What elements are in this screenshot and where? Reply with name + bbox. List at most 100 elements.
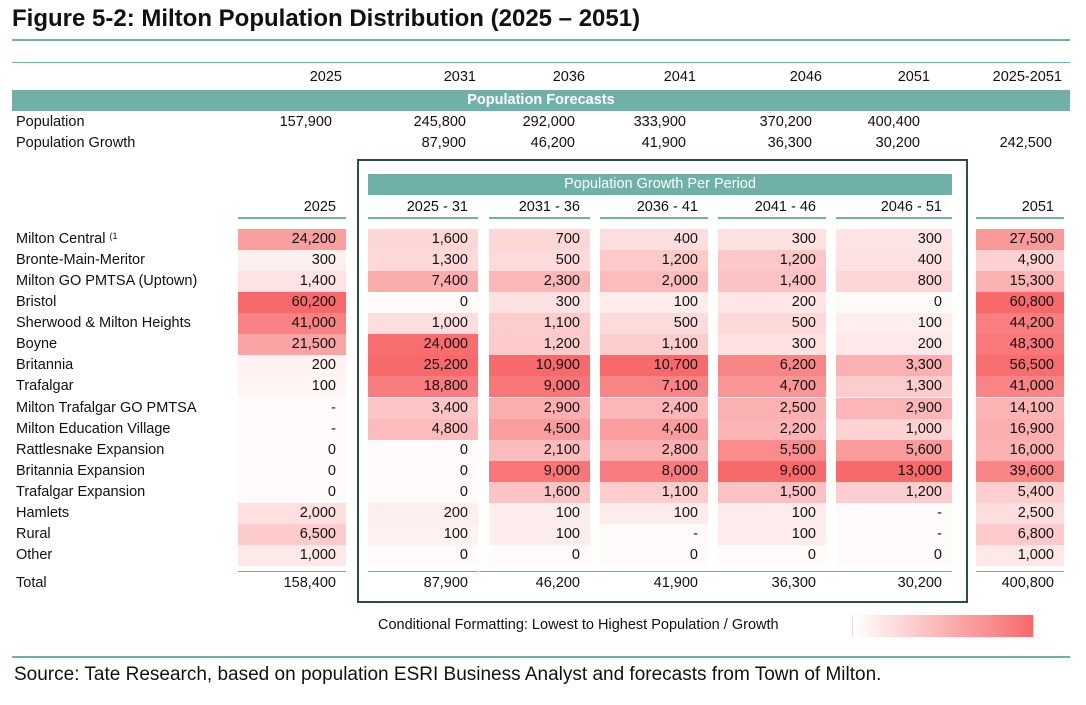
table-cell: 300 [718, 334, 826, 356]
table-cell: 1,300 [836, 376, 952, 398]
table-cell: 1,000 [238, 545, 346, 567]
table-cell: 100 [718, 502, 826, 524]
row-label: Britannia Expansion [16, 461, 145, 482]
table-cell: 9,000 [489, 376, 590, 398]
table-cell: 100 [238, 376, 346, 398]
table-cell: 4,400 [600, 418, 708, 440]
table-cell: 10,900 [489, 355, 590, 377]
row-label: Other [16, 545, 52, 566]
forecast-band: Population Forecasts [12, 90, 1070, 111]
row-label-text: Trafalgar Expansion [16, 483, 146, 500]
forecast-value: 245,800 [413, 114, 466, 130]
table-cell: 1,600 [368, 229, 478, 250]
table-cell: 5,400 [976, 481, 1064, 503]
forecast-value: 36,300 [767, 135, 812, 151]
table-cell: 2,800 [600, 439, 708, 461]
table-cell: 800 [836, 271, 952, 293]
table-cell: 41,000 [976, 376, 1064, 398]
source-note: Source: Tate Research, based on populati… [14, 664, 882, 685]
figure-title: Figure 5-2: Milton Population Distributi… [12, 5, 641, 32]
forecast-value: 30,200 [875, 135, 920, 151]
table-cell: - [238, 418, 346, 440]
table-cell: 18,800 [368, 376, 478, 398]
table-cell: 9,000 [489, 460, 590, 482]
table-cell: 2,100 [489, 439, 590, 461]
header-underline [368, 217, 478, 219]
forecast-value: 46,200 [530, 135, 575, 151]
table-cell: 41,000 [238, 313, 346, 335]
table-cell: 1,000 [976, 545, 1064, 567]
table-cell: 60,800 [976, 292, 1064, 314]
row-label-text: Rural [16, 525, 51, 542]
table-cell: 300 [718, 229, 826, 250]
table-cell: 2,200 [718, 418, 826, 440]
year-header: 2046 [789, 69, 822, 85]
table-cell: 0 [238, 481, 346, 503]
table-cell: 24,000 [368, 334, 478, 356]
table-cell: 200 [718, 292, 826, 314]
row-label: Trafalgar Expansion [16, 482, 145, 503]
table-cell: 0 [368, 292, 478, 314]
forecast-value: 370,200 [759, 114, 812, 130]
table-cell: 4,800 [368, 418, 478, 440]
table-cell: 2,900 [836, 397, 952, 419]
table-cell: 0 [368, 439, 478, 461]
forecast-value: 242,500 [999, 135, 1052, 151]
row-label-text: Bristol [16, 294, 57, 311]
table-cell: 1,400 [718, 271, 826, 293]
table-cell: 1,200 [600, 250, 708, 272]
forecast-row-label: Population Growth [16, 135, 136, 151]
table-cell: 100 [718, 523, 826, 545]
forecast-row-label: Population [16, 114, 85, 130]
table-cell: 500 [600, 313, 708, 335]
total-rule [368, 571, 478, 572]
table-cell: 1,000 [836, 418, 952, 440]
year-header: 2031 [443, 69, 476, 85]
table-cell: - [836, 502, 952, 524]
table-cell: 1,300 [368, 250, 478, 272]
table-cell: 400 [600, 229, 708, 250]
column-header: 2025 [303, 199, 336, 215]
source-rule [12, 656, 1070, 658]
total-rule [976, 571, 1064, 572]
table-cell: 100 [600, 502, 708, 524]
table-cell: 0 [836, 545, 952, 567]
total-label: Total [16, 575, 47, 591]
row-label: Milton Trafalgar GO PMTSA [16, 398, 197, 419]
table-cell: 2,900 [489, 397, 590, 419]
header-underline [600, 217, 708, 219]
table-cell: 0 [238, 439, 346, 461]
row-label-text: Trafalgar [16, 378, 74, 395]
table-cell: 24,200 [238, 229, 346, 250]
table-cell: 5,500 [718, 439, 826, 461]
column-header: 2051 [1021, 199, 1054, 215]
table-cell: 8,000 [600, 460, 708, 482]
row-label-text: Other [16, 547, 53, 564]
table-cell: 39,600 [976, 460, 1064, 482]
table-cell: 0 [718, 545, 826, 567]
header-underline [718, 217, 826, 219]
total-value: 158,400 [283, 575, 336, 591]
table-cell: 0 [238, 460, 346, 482]
table-cell: 14,100 [976, 397, 1064, 419]
table-cell: 1,100 [600, 481, 708, 503]
row-label: Trafalgar [16, 376, 73, 397]
table-cell: 400 [836, 250, 952, 272]
table-cell: 2,500 [976, 502, 1064, 524]
table-cell: 9,600 [718, 460, 826, 482]
table-cell: 0 [368, 545, 478, 567]
total-value: 87,900 [423, 575, 468, 591]
year-header: 2025 [309, 69, 342, 85]
row-label: Milton Central (1 [16, 229, 118, 250]
table-cell: 10,700 [600, 355, 708, 377]
row-label: Britannia [16, 355, 73, 376]
table-cell: 2,400 [600, 397, 708, 419]
table-cell: 0 [368, 481, 478, 503]
table-cell: 7,400 [368, 271, 478, 293]
table-cell: 200 [238, 355, 346, 377]
row-label-text: Milton Trafalgar GO PMTSA [16, 399, 197, 416]
table-cell: 16,900 [976, 418, 1064, 440]
forecast-value: 400,400 [867, 114, 920, 130]
header-underline [836, 217, 952, 219]
forecast-value: 292,000 [522, 114, 575, 130]
